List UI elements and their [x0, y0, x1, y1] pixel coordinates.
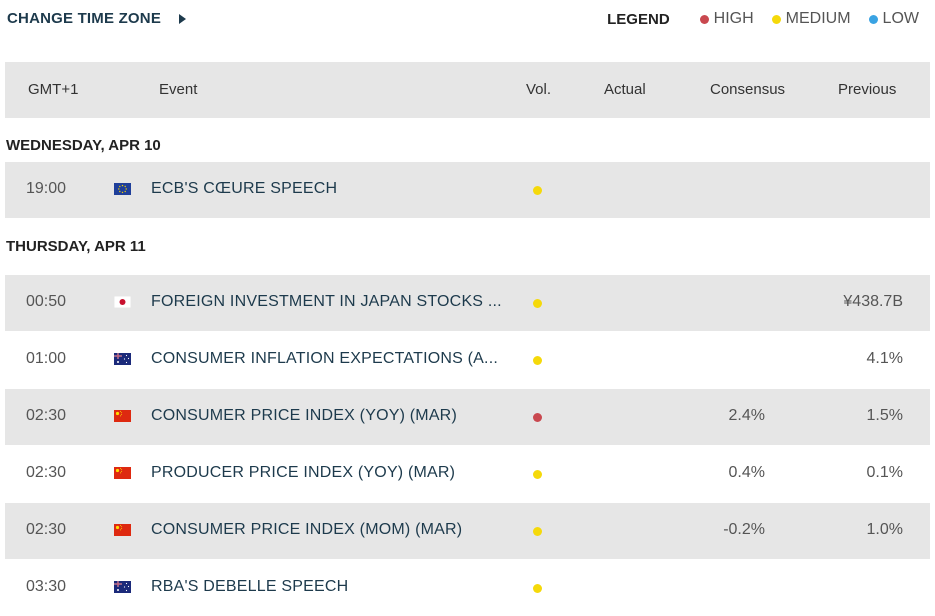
china-flag-icon [114, 467, 131, 479]
event-name: FOREIGN INVESTMENT IN JAPAN STOCKS ... [151, 293, 502, 310]
event-time: 03:30 [26, 578, 67, 595]
event-time: 00:50 [26, 293, 67, 310]
australia-flag-icon [114, 581, 131, 593]
legend-item-medium: MEDIUM [771, 10, 851, 28]
event-name: CONSUMER PRICE INDEX (YOY) (MAR) [151, 407, 457, 424]
low-dot-icon [868, 14, 878, 24]
medium-volatility-icon [533, 527, 542, 536]
legend-label-low: LOW [882, 10, 919, 27]
table-row[interactable]: 02:30 CONSUMER PRICE INDEX (MOM) (MAR) -… [5, 503, 930, 559]
legend: LEGEND HIGH MEDIUM LOW [607, 10, 919, 28]
china-flag-icon [114, 524, 131, 536]
column-header-event: Event [159, 81, 198, 98]
high-volatility-icon [533, 413, 542, 422]
top-bar: CHANGE TIME ZONE LEGEND HIGH MEDIUM LOW [0, 0, 935, 40]
previous-value: 0.1% [866, 464, 903, 481]
table-row[interactable]: 02:30 CONSUMER PRICE INDEX (YOY) (MAR) 2… [5, 389, 930, 445]
event-name: PRODUCER PRICE INDEX (YOY) (MAR) [151, 464, 456, 481]
table-row[interactable]: 00:50 FOREIGN INVESTMENT IN JAPAN STOCKS… [5, 275, 930, 331]
consensus-value: 2.4% [728, 407, 765, 424]
japan-flag-icon [114, 296, 131, 308]
column-header-consensus: Consensus [710, 81, 786, 98]
play-arrow-icon [179, 13, 187, 24]
legend-item-low: LOW [868, 10, 919, 28]
legend-title: LEGEND [607, 10, 670, 28]
event-time: 02:30 [26, 464, 67, 481]
medium-volatility-icon [533, 299, 542, 308]
event-name: RBA'S DEBELLE SPEECH [151, 578, 349, 595]
medium-dot-icon [771, 14, 781, 24]
event-name: CONSUMER INFLATION EXPECTATIONS (A... [151, 350, 498, 367]
previous-value: 1.5% [866, 407, 903, 424]
legend-label-high: HIGH [713, 10, 754, 27]
medium-volatility-icon [533, 356, 542, 365]
event-time: 02:30 [26, 407, 67, 424]
previous-value: 1.0% [866, 521, 903, 538]
medium-volatility-icon [533, 470, 542, 479]
consensus-value: 0.4% [728, 464, 765, 481]
consensus-value: -0.2% [723, 521, 765, 538]
table-row[interactable]: 02:30 PRODUCER PRICE INDEX (YOY) (MAR) 0… [5, 446, 930, 502]
legend-item-high: HIGH [699, 10, 754, 28]
column-header-vol: Vol. [526, 81, 552, 98]
column-header-previous: Previous [838, 81, 897, 98]
change-time-zone-button[interactable]: CHANGE TIME ZONE [7, 10, 187, 27]
table-header: GMT+1 Event Vol. Actual Consensus Previo… [5, 62, 930, 118]
table-row[interactable]: 03:30 RBA'S DEBELLE SPEECH [5, 560, 930, 616]
column-header-timezone[interactable]: GMT+1 [28, 81, 79, 98]
day-heading: THURSDAY, APR 11 [6, 238, 146, 255]
day-heading: WEDNESDAY, APR 10 [6, 137, 161, 154]
event-name: ECB'S CŒURE SPEECH [151, 180, 338, 197]
high-dot-icon [699, 14, 709, 24]
previous-value: ¥438.7B [843, 293, 903, 310]
table-row[interactable]: 19:00 ECB'S CŒURE SPEECH [5, 162, 930, 218]
previous-value: 4.1% [866, 350, 903, 367]
medium-volatility-icon [533, 186, 542, 195]
event-time: 02:30 [26, 521, 67, 538]
medium-volatility-icon [533, 584, 542, 593]
column-header-actual: Actual [604, 81, 646, 98]
event-time: 01:00 [26, 350, 67, 367]
change-time-zone-label: CHANGE TIME ZONE [7, 10, 162, 27]
event-name: CONSUMER PRICE INDEX (MOM) (MAR) [151, 521, 463, 538]
event-time: 19:00 [26, 180, 67, 197]
table-row[interactable]: 01:00 CONSUMER INFLATION EXPECTATIONS (A… [5, 332, 930, 388]
china-flag-icon [114, 410, 131, 422]
eu-flag-icon [114, 183, 131, 195]
australia-flag-icon [114, 353, 131, 365]
legend-label-medium: MEDIUM [785, 10, 851, 27]
